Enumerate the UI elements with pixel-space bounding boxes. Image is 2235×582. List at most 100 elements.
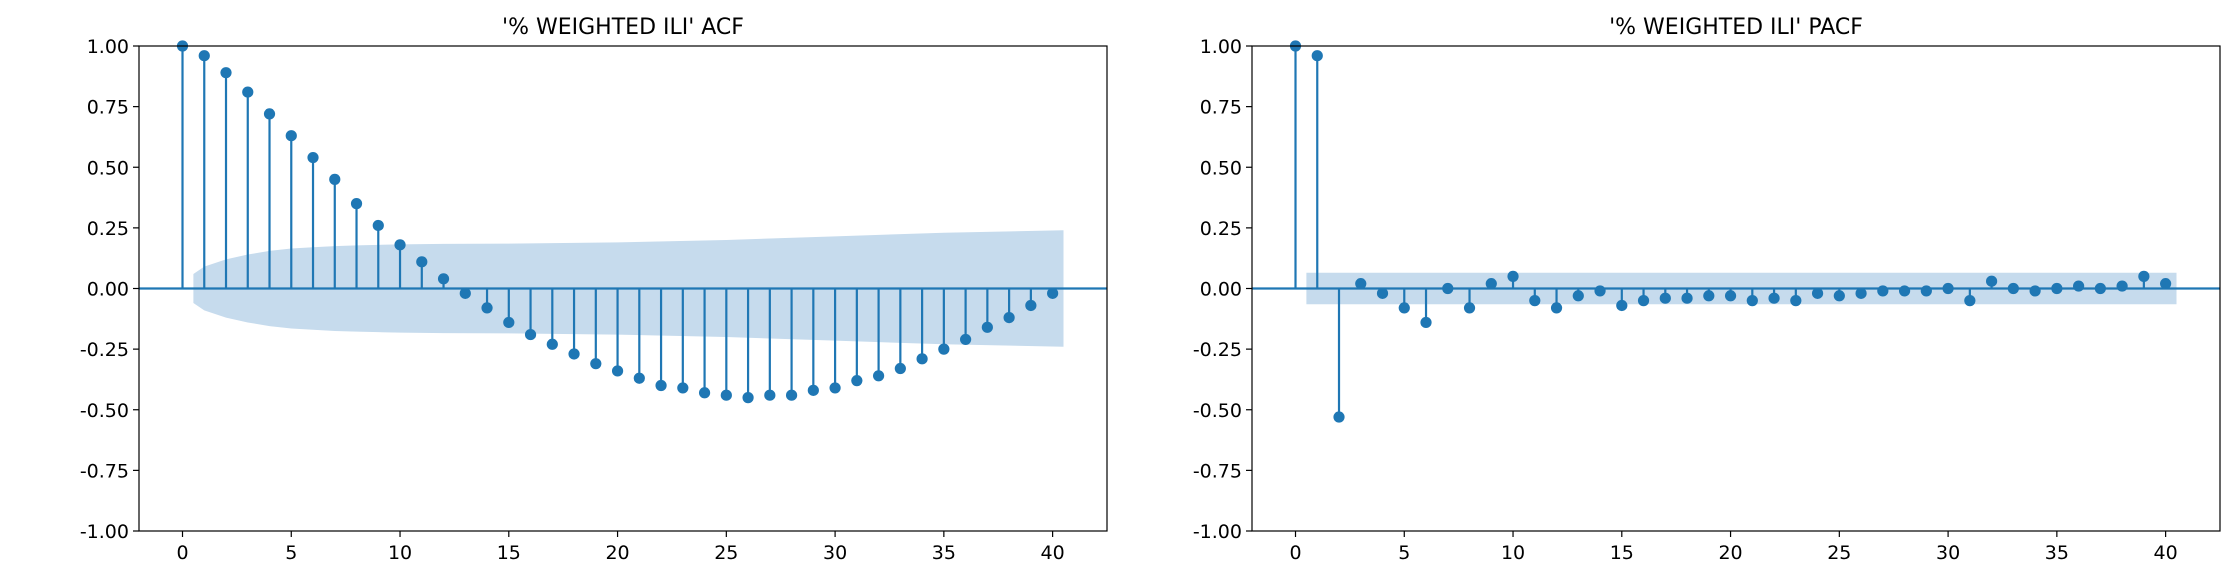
acf-point <box>894 362 906 375</box>
acf-y-tick-label: 0.75 <box>87 97 129 119</box>
pacf-point <box>2029 285 2041 297</box>
acf-point <box>785 389 798 401</box>
pacf-point <box>1355 278 1367 290</box>
acf-point <box>1003 312 1015 324</box>
acf-point <box>416 256 428 268</box>
pacf-point <box>1942 282 1954 295</box>
pacf-point <box>1398 302 1410 314</box>
acf-x-tick-label: 15 <box>497 542 521 564</box>
acf-x-tick-label: 20 <box>605 542 629 564</box>
pacf-y-tick-label: 1.00 <box>1200 36 1242 58</box>
pacf-x-tick-label: 0 <box>1289 542 1301 564</box>
acf-point <box>851 375 863 387</box>
pacf-point <box>1811 287 1824 299</box>
acf-y-tick-label: 1.00 <box>87 36 129 58</box>
pacf-point <box>1311 50 1323 62</box>
acf-point <box>394 239 406 251</box>
acf-point <box>981 321 993 333</box>
acf-point <box>568 348 580 360</box>
acf-point <box>350 198 363 210</box>
pacf-point <box>1724 290 1737 302</box>
acf-point <box>720 389 732 401</box>
acf-point <box>242 86 254 98</box>
acf-point <box>546 338 558 350</box>
pacf-point <box>1333 411 1345 423</box>
pacf-point <box>1964 295 1976 307</box>
acf-x-tick-label: 40 <box>1041 542 1065 564</box>
acf-point <box>829 382 841 394</box>
pacf-title: '% WEIGHTED ILI' PACF <box>1609 15 1863 40</box>
pacf-point <box>1637 295 1650 307</box>
acf-point <box>459 287 471 299</box>
pacf-point <box>1376 287 1389 299</box>
acf-x-tick-label: 10 <box>388 542 412 564</box>
acf-y-tick-label: 0.50 <box>87 157 129 179</box>
pacf-point <box>1920 285 1932 297</box>
pacf-point <box>2160 278 2172 290</box>
acf-point <box>698 387 711 399</box>
pacf-y-tick-label: 0.00 <box>1200 279 1242 301</box>
pacf-x-tick-label: 30 <box>1936 542 1960 564</box>
pacf-point <box>1507 270 1519 282</box>
acf-point <box>481 302 493 314</box>
pacf-point <box>1420 316 1432 329</box>
acf-y-tick-label: -0.75 <box>80 460 129 482</box>
acf-title: '% WEIGHTED ILI' ACF <box>502 15 744 40</box>
acf-point <box>655 379 667 392</box>
acf-point <box>503 316 515 329</box>
acf-panel: 0 5 10 15 20 25 30 35 40 -1.00 -0.75 -0.50 -0.25 0.00… <box>80 15 1108 564</box>
acf-x-tick-label: 30 <box>823 542 847 564</box>
pacf-y-tick-label: -0.50 <box>1193 400 1242 422</box>
pacf-point <box>1833 290 1845 302</box>
acf-point <box>220 67 232 79</box>
pacf-point <box>1550 302 1563 314</box>
pacf-point <box>1855 287 1867 299</box>
pacf-point <box>1442 282 1454 295</box>
acf-point <box>307 151 319 164</box>
pacf-point <box>1768 292 1780 304</box>
acf-point <box>807 384 819 396</box>
pacf-point <box>1790 295 1802 307</box>
acf-point <box>916 353 928 365</box>
pacf-point <box>2138 270 2150 282</box>
pacf-x-tick-label: 40 <box>2154 542 2178 564</box>
pacf-y-tick-label: 0.75 <box>1200 97 1242 119</box>
acf-y-tick-label: 0.00 <box>87 279 129 301</box>
pacf-y-tick-label: -0.25 <box>1193 339 1242 361</box>
pacf-y-tick-label: -0.75 <box>1193 460 1242 482</box>
pacf-x-tick-label: 25 <box>1827 542 1851 564</box>
pacf-x-tick-label: 10 <box>1501 542 1525 564</box>
acf-x-tick-label: 25 <box>714 542 738 564</box>
pacf-y-tick-label: 0.25 <box>1200 218 1242 240</box>
pacf-point <box>2051 282 2063 295</box>
pacf-y-tick-label: -1.00 <box>1193 521 1242 543</box>
pacf-point <box>1529 295 1541 307</box>
pacf-y-tick-label: 0.50 <box>1200 157 1242 179</box>
acf-y-tick-label: -0.50 <box>80 400 129 422</box>
acf-y-tick-label: -1.00 <box>80 521 129 543</box>
acf-y-tick-label: 0.25 <box>87 218 129 240</box>
acf-point <box>1047 287 1059 299</box>
acf-point <box>611 365 624 377</box>
acf-x-tick-label: 35 <box>932 542 956 564</box>
pacf-point <box>1594 285 1606 297</box>
pacf-point <box>1746 295 1758 307</box>
pacf-x-tick-label: 35 <box>2045 542 2069 564</box>
pacf-point <box>2007 282 2019 295</box>
acf-point <box>872 370 885 382</box>
pacf-point <box>1616 299 1628 312</box>
acf-point <box>938 343 950 355</box>
acf-point <box>960 333 972 346</box>
acf-point <box>524 328 537 341</box>
pacf-point <box>1877 285 1889 297</box>
acf-x-tick-label: 5 <box>285 542 297 564</box>
pacf-point <box>2116 280 2128 292</box>
acf-point <box>372 219 384 232</box>
acf-point <box>764 389 776 401</box>
acf-point <box>633 372 645 384</box>
pacf-point <box>1463 302 1476 314</box>
pacf-point <box>1985 275 1998 287</box>
acf-point <box>263 108 276 120</box>
pacf-point <box>1659 292 1671 304</box>
